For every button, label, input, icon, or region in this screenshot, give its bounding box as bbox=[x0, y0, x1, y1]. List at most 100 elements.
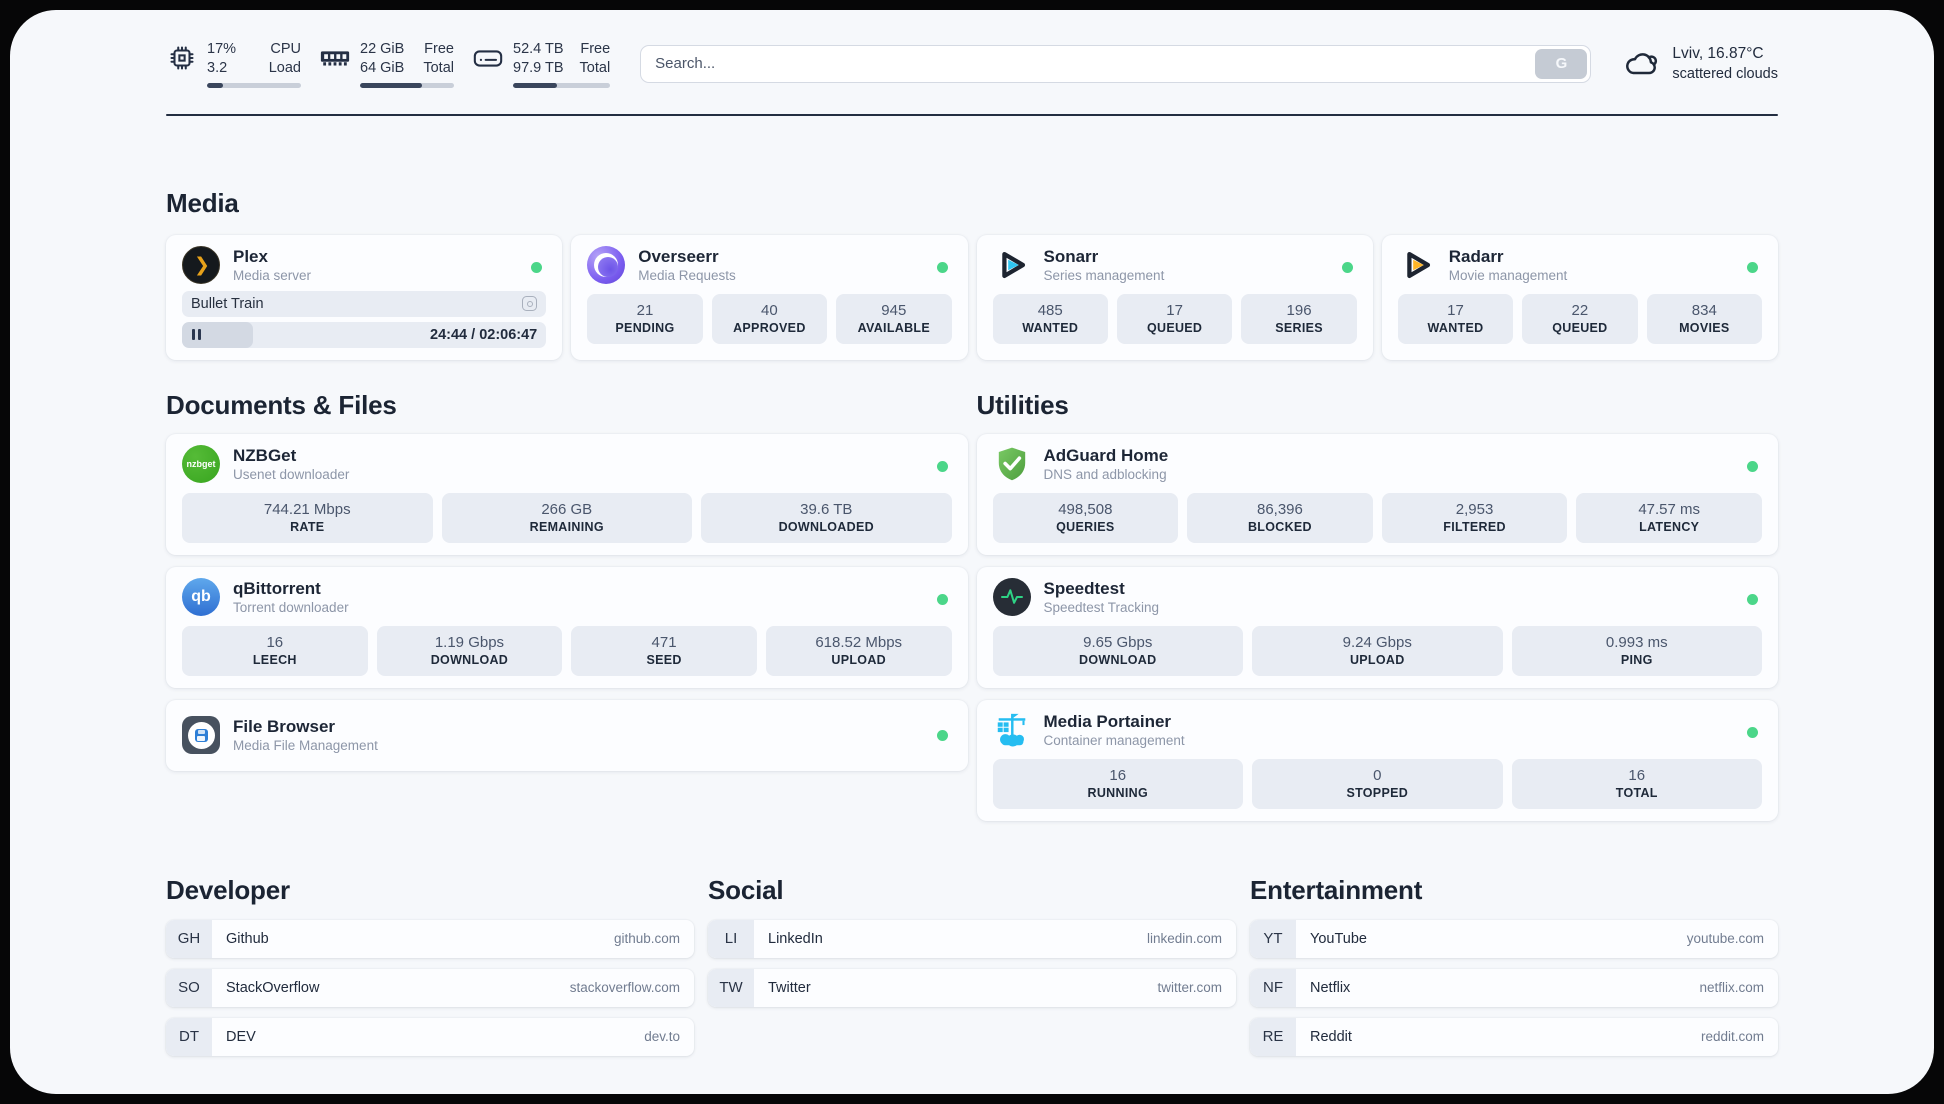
bookmark-col-developer: Developer GH Github github.com SO StackO… bbox=[166, 875, 694, 1056]
search-engine-button[interactable]: G bbox=[1535, 48, 1588, 79]
app-title: Sonarr bbox=[1043, 246, 1099, 266]
bookmark-reddit[interactable]: RE Reddit reddit.com bbox=[1250, 1017, 1778, 1056]
memory-icon bbox=[319, 42, 351, 74]
app-card-overseerr[interactable]: Overseerr Media Requests 21 PENDING 40 APP… bbox=[571, 234, 968, 360]
disk-total: 97.9 TB bbox=[513, 59, 564, 76]
session-target-icon bbox=[522, 296, 538, 312]
status-online-dot bbox=[1747, 261, 1758, 273]
bookmark-name: YouTube bbox=[1310, 930, 1367, 947]
app-card-plex[interactable]: ❯ Plex Media server Bullet Train 24:44 /… bbox=[166, 234, 563, 360]
radarr-icon bbox=[1398, 246, 1436, 284]
memory-free: 22 GiB bbox=[360, 41, 405, 57]
documents-column: Documents & Files nzbget NZBGet Usenet d… bbox=[166, 360, 968, 821]
stat-queries: 498,508 QUERIES bbox=[992, 492, 1179, 543]
bookmark-url: linkedin.com bbox=[1146, 931, 1222, 947]
stat-series: 196 SERIES bbox=[1241, 293, 1357, 344]
bookmark-col-entertainment: Entertainment YT YouTube youtube.com NF … bbox=[1250, 875, 1778, 1056]
bookmark-tag: RE bbox=[1250, 1017, 1296, 1056]
stat-downloaded: 39.6 TB DOWNLOADED bbox=[701, 492, 952, 543]
bookmark-name: Netflix bbox=[1310, 979, 1351, 996]
cpu-load-avg: 3.2 bbox=[207, 59, 228, 76]
app-subtitle: Container management bbox=[1043, 732, 1185, 748]
cpu-label-1: CPU bbox=[270, 41, 301, 57]
top-bar: 17% 3.2 CPU Load bbox=[166, 10, 1778, 88]
bookmark-section: Developer GH Github github.com SO StackO… bbox=[166, 875, 1778, 1056]
memory-label-1: Free bbox=[424, 41, 454, 57]
bookmark-netflix[interactable]: NF Netflix netflix.com bbox=[1250, 968, 1778, 1007]
app-card-adguard[interactable]: AdGuard Home DNS and adblocking 498,508 Q… bbox=[976, 433, 1778, 555]
section-title-social: Social bbox=[708, 874, 784, 905]
stat-queued: 17 QUEUED bbox=[1116, 293, 1233, 344]
adguard-icon bbox=[993, 445, 1031, 483]
stat-filtered: 2,953 FILTERED bbox=[1381, 492, 1568, 543]
status-online-dot bbox=[936, 593, 948, 605]
status-online-dot bbox=[1747, 593, 1758, 605]
weather-widget: Lviv, 16.87°C scattered clouds bbox=[1623, 44, 1778, 84]
bookmark-tag: TW bbox=[708, 968, 754, 1007]
bookmark-github[interactable]: GH Github github.com bbox=[166, 919, 694, 958]
speedtest-icon bbox=[992, 578, 1031, 617]
bookmark-stackoverflow[interactable]: SO StackOverflow stackoverflow.com bbox=[166, 968, 694, 1007]
bookmark-dev[interactable]: DT DEV dev.to bbox=[166, 1017, 694, 1056]
app-title: Overseerr bbox=[638, 246, 719, 266]
bookmark-url: stackoverflow.com bbox=[569, 980, 680, 996]
stat-stopped: 0 STOPPED bbox=[1252, 758, 1503, 809]
stat-movies: 834 MOVIES bbox=[1646, 293, 1763, 344]
app-title: AdGuard Home bbox=[1043, 445, 1169, 465]
status-online-dot bbox=[936, 460, 948, 472]
bookmark-name: Reddit bbox=[1310, 1028, 1352, 1045]
app-subtitle: Speedtest Tracking bbox=[1043, 599, 1160, 615]
app-card-sonarr[interactable]: Sonarr Series management 485 WANTED 17 QUE… bbox=[976, 234, 1373, 360]
stat-download: 9.65 Gbps DOWNLOAD bbox=[992, 625, 1243, 676]
bookmark-url: reddit.com bbox=[1700, 1029, 1764, 1045]
plex-icon: ❯ bbox=[182, 246, 220, 285]
overseerr-icon bbox=[587, 246, 626, 285]
stat-wanted: 17 WANTED bbox=[1397, 293, 1514, 344]
utilities-column: Utilities bbox=[976, 360, 1778, 821]
filebrowser-icon bbox=[182, 716, 220, 755]
app-card-qbittorrent[interactable]: qb qBittorrent Torrent downloader 16 LEEC… bbox=[166, 566, 968, 688]
playback-time: 24:44 / 02:06:47 bbox=[430, 326, 538, 343]
app-card-nzbget[interactable]: nzbget NZBGet Usenet downloader 744.21 M… bbox=[166, 433, 968, 555]
status-online-dot bbox=[1747, 726, 1758, 738]
bookmark-twitter[interactable]: TW Twitter twitter.com bbox=[708, 968, 1236, 1007]
playback-progress[interactable]: 24:44 / 02:06:47 bbox=[182, 321, 547, 348]
cpu-progress-bar bbox=[207, 82, 301, 88]
status-online-dot bbox=[531, 261, 543, 273]
app-card-filebrowser[interactable]: File Browser Media File Management bbox=[166, 699, 968, 771]
system-stats: 17% 3.2 CPU Load bbox=[166, 40, 611, 88]
stat-leech: 16 LEECH bbox=[182, 625, 368, 676]
app-subtitle: DNS and adblocking bbox=[1043, 466, 1167, 482]
search-input[interactable] bbox=[641, 45, 1533, 82]
stat-available: 945 AVAILABLE bbox=[836, 293, 952, 344]
stat-download: 1.19 Gbps DOWNLOAD bbox=[376, 625, 563, 676]
disk-label-1: Free bbox=[580, 41, 611, 57]
bookmark-youtube[interactable]: YT YouTube youtube.com bbox=[1250, 919, 1778, 958]
app-title: qBittorrent bbox=[233, 578, 321, 598]
stat-queued: 22 QUEUED bbox=[1522, 293, 1638, 344]
pause-icon bbox=[192, 329, 195, 341]
status-online-dot bbox=[936, 261, 948, 273]
app-card-speedtest[interactable]: Speedtest Speedtest Tracking 9.65 Gbps DO… bbox=[976, 566, 1778, 688]
status-online-dot bbox=[1747, 460, 1758, 472]
app-card-radarr[interactable]: Radarr Movie management 17 WANTED 22 QUEUE… bbox=[1381, 234, 1778, 360]
stat-upload: 9.24 Gbps UPLOAD bbox=[1252, 625, 1503, 676]
cpu-label-2: Load bbox=[268, 59, 301, 76]
cpu-icon bbox=[166, 42, 198, 74]
bookmark-tag: DT bbox=[166, 1017, 212, 1056]
bookmark-tag: LI bbox=[708, 919, 754, 958]
stat-total: 16 TOTAL bbox=[1511, 758, 1762, 809]
app-card-portainer[interactable]: Media Portainer Container management 16 R… bbox=[976, 699, 1778, 821]
status-online-dot bbox=[1341, 261, 1353, 273]
weather-location-temp: Lviv, 16.87°C bbox=[1672, 44, 1764, 62]
disk-free: 52.4 TB bbox=[513, 41, 564, 57]
bookmark-tag: GH bbox=[166, 919, 212, 958]
disk-icon bbox=[472, 42, 504, 74]
bookmark-tag: YT bbox=[1250, 919, 1296, 958]
now-playing-title: Bullet Train bbox=[191, 295, 264, 312]
disk-label-2: Total bbox=[579, 59, 611, 76]
bookmark-linkedin[interactable]: LI LinkedIn linkedin.com bbox=[708, 919, 1236, 958]
bookmark-url: github.com bbox=[613, 931, 680, 947]
sonarr-icon bbox=[993, 246, 1031, 284]
section-title-utilities: Utilities bbox=[976, 389, 1069, 420]
